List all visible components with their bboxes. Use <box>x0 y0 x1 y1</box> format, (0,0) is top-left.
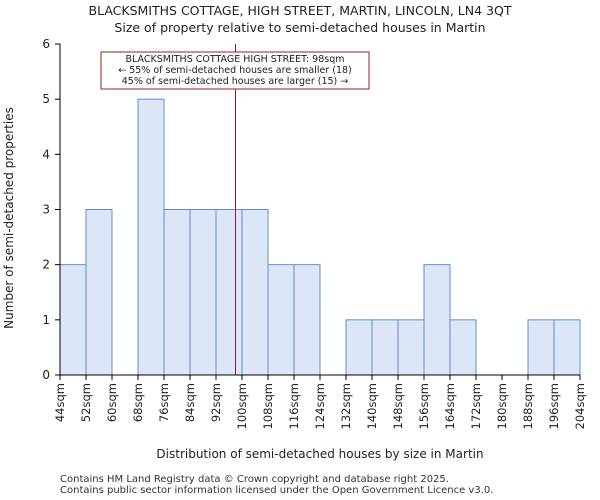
bar-84sqm <box>189 209 217 376</box>
x-tick-label: 164sqm <box>443 383 457 429</box>
bar-148sqm <box>397 319 425 376</box>
x-tick-label: 84sqm <box>183 383 197 422</box>
footer-licence: Contains public sector information licen… <box>60 485 494 496</box>
x-tick-label: 76sqm <box>157 383 171 422</box>
x-tick-label: 100sqm <box>235 383 249 429</box>
x-tick-label: 92sqm <box>209 383 223 422</box>
x-tick-label: 188sqm <box>521 383 535 429</box>
bars-group <box>59 98 581 376</box>
x-tick-label: 52sqm <box>79 383 93 422</box>
bar-196sqm <box>553 319 581 376</box>
y-tick-label: 4 <box>42 147 50 161</box>
x-tick-label: 108sqm <box>261 383 275 429</box>
x-tick-label: 68sqm <box>131 383 145 422</box>
bar-116sqm <box>293 264 321 376</box>
y-tick-label: 0 <box>42 368 50 382</box>
bar-52sqm <box>85 209 113 376</box>
x-axis-label: Distribution of semi-detached houses by … <box>156 447 483 461</box>
annotation-line-2: ← 55% of semi-detached houses are smalle… <box>118 65 352 76</box>
bar-108sqm <box>267 264 295 376</box>
annotation-border <box>100 51 370 90</box>
bar-92sqm <box>215 209 243 376</box>
bar-44sqm <box>59 264 87 376</box>
y-tick-label: 2 <box>42 258 50 272</box>
annotation-line-1: BLACKSMITHS COTTAGE HIGH STREET: 98sqm <box>126 54 345 65</box>
x-tick-label: 132sqm <box>339 383 353 429</box>
annotation-line-3: 45% of semi-detached houses are larger (… <box>122 76 349 87</box>
x-tick-label: 116sqm <box>287 383 301 429</box>
y-tick-label: 5 <box>42 92 50 106</box>
x-tick-label: 172sqm <box>469 383 483 429</box>
x-axis-ticks: 44sqm 52sqm 60sqm 68sqm 76sqm 84sqm 92sqm 100sq… <box>53 375 587 429</box>
bar-164sqm <box>449 319 477 376</box>
x-tick-label: 204sqm <box>573 383 587 429</box>
y-tick-label: 6 <box>42 37 50 51</box>
y-tick-label: 1 <box>42 313 50 327</box>
x-tick-label: 60sqm <box>105 383 119 422</box>
x-tick-label: 156sqm <box>417 383 431 429</box>
x-tick-label: 180sqm <box>495 383 509 429</box>
bar-156sqm <box>423 264 451 376</box>
x-tick-label: 148sqm <box>391 383 405 429</box>
bar-188sqm <box>527 319 555 376</box>
y-axis-label: Number of semi-detached properties <box>2 107 16 329</box>
chart-subtitle: Size of property relative to semi-detach… <box>114 20 486 35</box>
y-axis-ticks: 0 1 2 3 4 5 6 <box>42 37 60 382</box>
bar-140sqm <box>371 319 399 376</box>
x-tick-label: 140sqm <box>365 383 379 429</box>
x-tick-label: 44sqm <box>53 383 67 422</box>
x-tick-label: 124sqm <box>313 383 327 429</box>
bar-68sqm <box>137 98 165 376</box>
footer-copyright: Contains HM Land Registry data © Crown c… <box>60 474 449 485</box>
y-tick-label: 3 <box>42 203 50 217</box>
chart-title: BLACKSMITHS COTTAGE, HIGH STREET, MARTIN… <box>88 3 512 18</box>
x-tick-label: 196sqm <box>547 383 561 429</box>
bar-100sqm <box>241 209 269 376</box>
annotation-box: BLACKSMITHS COTTAGE HIGH STREET: 98sqm ←… <box>100 51 370 90</box>
bar-76sqm <box>163 209 191 376</box>
bar-132sqm <box>345 319 373 376</box>
